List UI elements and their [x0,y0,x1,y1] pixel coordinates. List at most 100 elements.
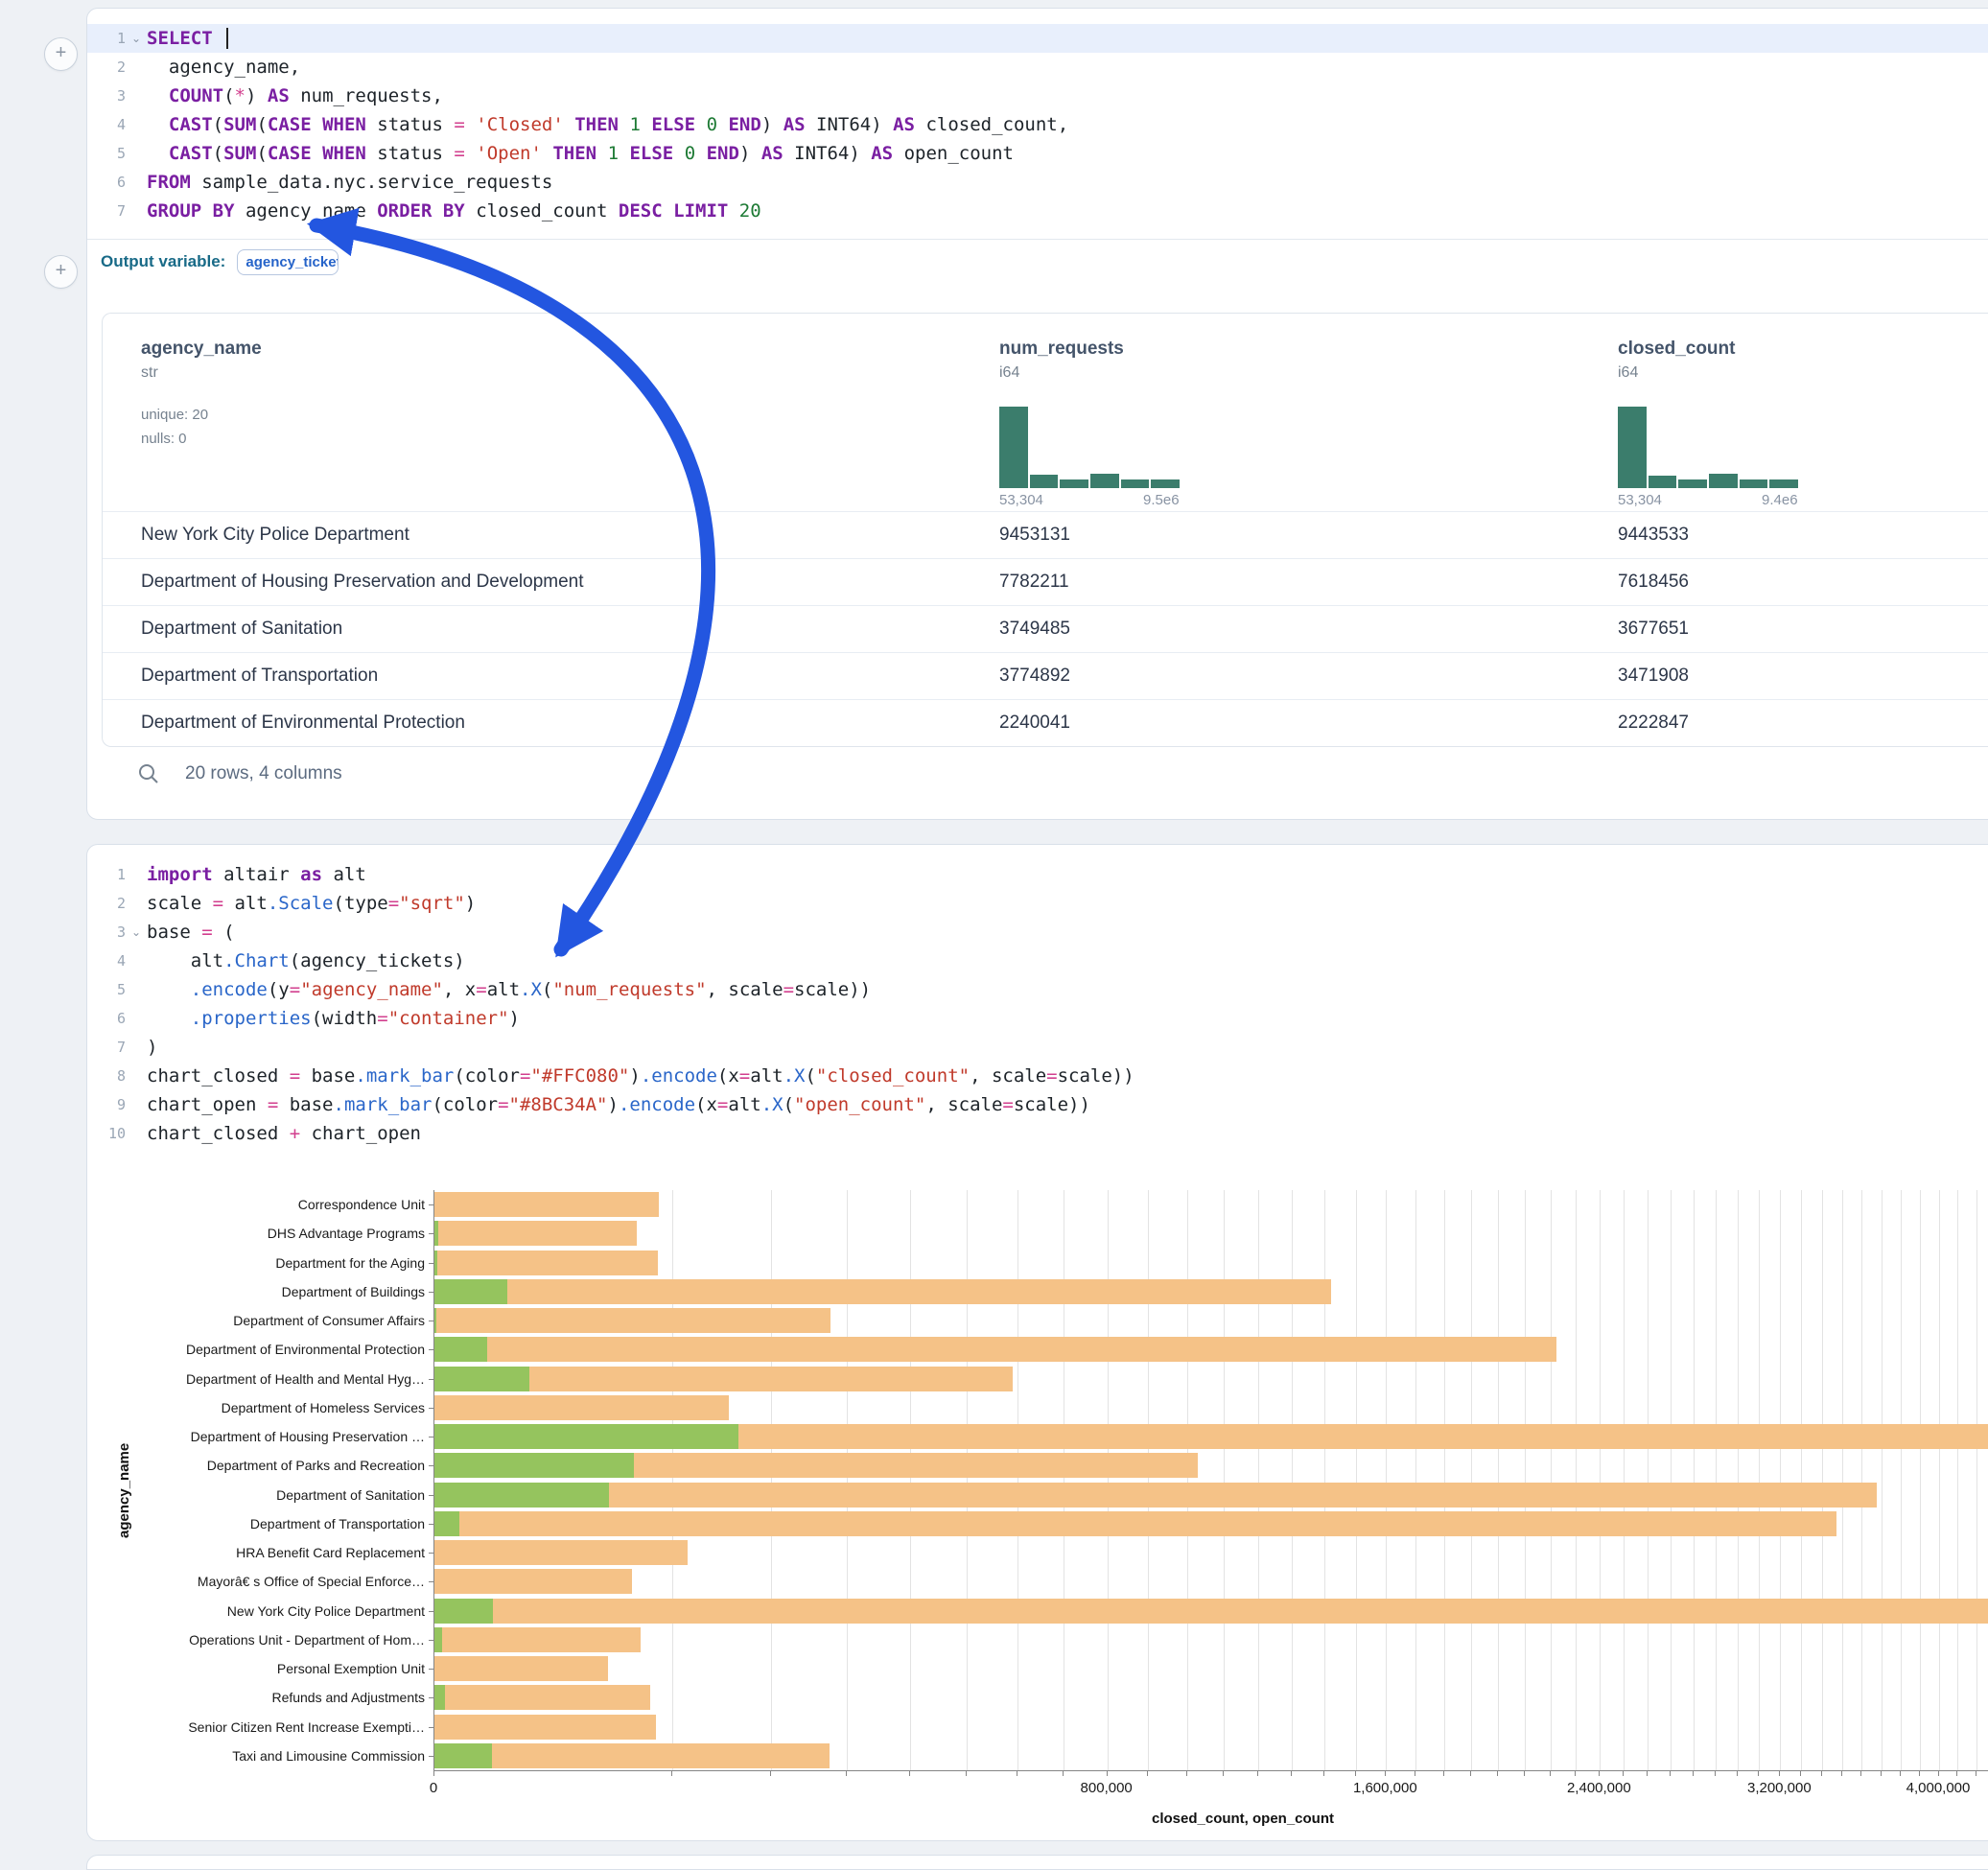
code-text: GROUP BY agency_name ORDER BY closed_cou… [147,200,761,222]
y-axis-tick [429,1669,433,1670]
code-line[interactable]: 2 scale = alt.Scale(type="sqrt") [87,889,1988,918]
code-line[interactable]: 2 agency_name, [87,53,1988,82]
column-name: num_requests [999,339,1124,359]
closed-count-bar [434,1627,641,1652]
code-text: CAST(SUM(CASE WHEN status = 'Open' THEN … [168,143,1014,164]
code-line[interactable]: 1 import altair as alt [87,860,1988,889]
gridline [1841,1190,1843,1770]
gridline [1524,1190,1526,1770]
sql-code-editor[interactable]: 1 ⌄ SELECT 2 agency_name, 3 COUNT(*) AS num… [87,9,1988,239]
code-text: .encode(y="agency_name", x=alt.X("num_re… [190,979,872,1000]
x-axis-tick [1820,1771,1822,1776]
collapse-chevron-icon[interactable]: ⌄ [130,32,142,45]
gridline [1647,1190,1649,1770]
code-line[interactable]: 3 ⌄ base = ( [87,918,1988,947]
line-number: 4 [116,116,126,133]
x-axis-tick [1758,1771,1760,1776]
line-number: 4 [116,952,126,970]
table-cell: 7782211 [999,572,1069,592]
open-count-bar [434,1511,460,1536]
y-axis-label: Department of Housing Preservation … [190,1429,425,1444]
gridline [1223,1190,1225,1770]
table-row[interactable]: Department of Sanitation 3749485 3677651 [103,605,1988,652]
code-line[interactable]: 4 alt.Chart(agency_tickets) [87,947,1988,975]
code-line[interactable]: 10 chart_closed + chart_open [87,1119,1988,1148]
y-axis-tick [429,1640,433,1641]
gridline [1386,1190,1388,1770]
add-cell-button-middle[interactable]: + [44,255,78,289]
gridline [1186,1190,1188,1770]
x-axis-tick [1063,1771,1064,1776]
gridline [846,1190,848,1770]
table-row[interactable]: Department of Environmental Protection 22… [103,699,1988,746]
column-header-num_requests[interactable]: num_requests i64 53,304 9.5e6 [999,339,1618,511]
code-line[interactable]: 5 CAST(SUM(CASE WHEN status = 'Open' THE… [87,139,1988,168]
column-stats: unique: 20 [141,407,209,423]
closed-count-bar [434,1367,1013,1391]
y-axis-tick [429,1349,433,1350]
gridline [1624,1190,1625,1770]
line-number: 6 [116,174,126,191]
code-line[interactable]: 5 .encode(y="agency_name", x=alt.X("num_… [87,975,1988,1004]
closed-count-bar [434,1599,1988,1624]
column-header-agency_name[interactable]: agency_name str unique: 20 nulls: 0 [141,339,999,511]
code-text: chart_open = base.mark_bar(color="#8BC34… [147,1094,1090,1115]
code-line[interactable]: 7) [87,1033,1988,1062]
x-axis-title: closed_count, open_count [1151,1811,1335,1827]
result-table-panel[interactable]: agency_name str unique: 20 nulls: 0 num_requ… [102,313,1988,747]
table-row[interactable]: Department of Housing Preservation and D… [103,558,1988,605]
gridline [1107,1190,1109,1770]
gridline [1920,1190,1922,1770]
table-cell: 3677651 [1618,619,1689,639]
column-header-closed_count[interactable]: closed_count i64 53,304 9.4e6 [1618,339,1988,511]
collapse-chevron-icon[interactable]: ⌄ [130,925,142,939]
sql-cell-card: 1 ⌄ SELECT 2 agency_name, 3 COUNT(*) AS num… [86,8,1988,820]
closed-count-bar [434,1511,1836,1536]
line-number: 7 [116,1039,126,1056]
closed-count-bar [434,1685,650,1710]
x-axis-tick [1736,1771,1738,1776]
y-axis-label: Operations Unit - Department of Hom… [189,1632,425,1648]
x-axis-tick [1549,1771,1551,1776]
line-number: 7 [116,202,126,220]
table-row[interactable]: New York City Police Department 9453131 94… [103,511,1988,558]
python-code-editor[interactable]: 1 import altair as alt 2 scale = alt.Scale(… [87,845,1988,1161]
gridline [1901,1190,1903,1770]
gridline [1324,1190,1326,1770]
y-axis-tick [429,1756,433,1757]
x-axis-tick [1599,1771,1601,1776]
x-axis-tick [1714,1771,1716,1776]
output-variable-pill[interactable]: agency_tickets [237,248,339,275]
gridline [1550,1190,1552,1770]
table-cell: Department of Sanitation [141,619,343,639]
x-axis-tick [1800,1771,1802,1776]
table-row[interactable]: Department of Transportation 3774892 34719… [103,652,1988,699]
x-axis-tick [1354,1771,1356,1776]
code-text: FROM sample_data.nyc.service_requests [147,172,553,193]
code-text: base = ( [147,922,235,943]
code-line[interactable]: 4 CAST(SUM(CASE WHEN status = 'Closed' T… [87,110,1988,139]
open-count-bar [434,1483,610,1508]
x-axis-label: 1,600,000 [1352,1780,1417,1796]
code-line[interactable]: 1 ⌄ SELECT [87,24,1988,53]
code-line[interactable]: 9 chart_open = base.mark_bar(color="#8BC3… [87,1090,1988,1119]
histogram-range-labels: 53,304 9.4e6 [1618,492,1798,508]
add-cell-button-top[interactable]: + [44,37,78,71]
open-count-bar [434,1453,634,1478]
line-number: 2 [116,58,126,76]
y-axis-label: HRA Benefit Card Replacement [236,1545,425,1560]
code-line[interactable]: 3 COUNT(*) AS num_requests, [87,82,1988,110]
search-icon[interactable] [137,762,160,785]
code-text: CAST(SUM(CASE WHEN status = 'Closed' THE… [168,114,1069,135]
x-axis-tick [433,1771,434,1776]
code-text: chart_closed = base.mark_bar(color="#FFC… [147,1065,1134,1087]
open-count-bar [434,1221,439,1246]
code-line[interactable]: 8 chart_closed = base.mark_bar(color="#FF… [87,1062,1988,1090]
closed-count-bar [434,1540,688,1565]
gridline [1355,1190,1357,1770]
code-line[interactable]: 7 GROUP BY agency_name ORDER BY closed_co… [87,197,1988,225]
histogram-range-labels: 53,304 9.5e6 [999,492,1180,508]
code-line[interactable]: 6 .properties(width="container") [87,1004,1988,1033]
code-line[interactable]: 6 FROM sample_data.nyc.service_requests [87,168,1988,197]
y-axis-label: Department of Environmental Protection [185,1342,425,1357]
